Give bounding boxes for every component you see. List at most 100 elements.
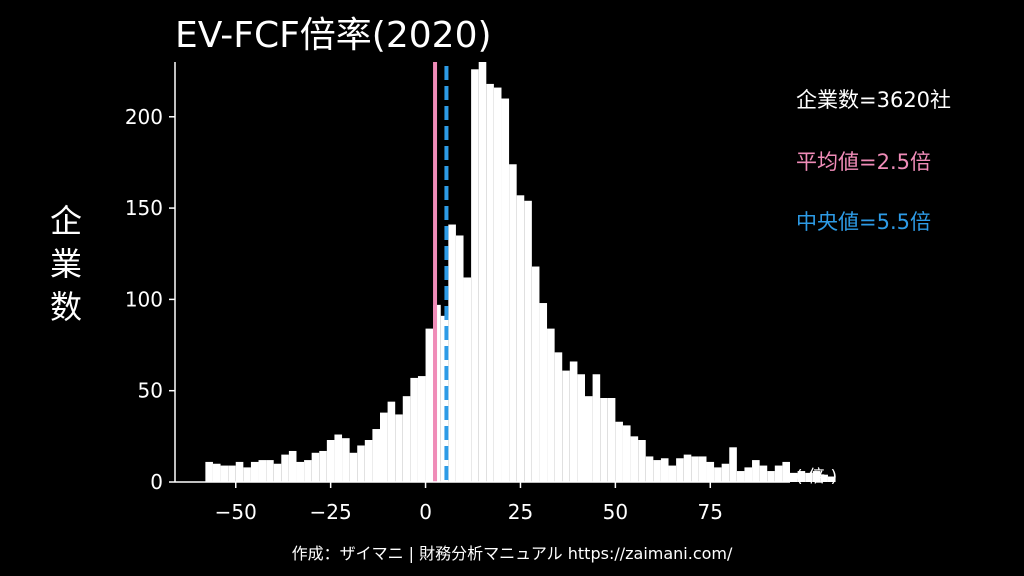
x-tick-label: −25 [310,500,352,524]
histogram-bar [387,401,396,482]
histogram-bar [364,440,373,482]
histogram-bar [744,467,753,482]
histogram-bar [752,460,760,482]
x-axis-unit-label: ( 倍 ) [796,467,838,487]
histogram-bar [501,98,510,483]
histogram-bar [228,465,236,482]
y-axis-label-char: 数 [49,288,82,326]
histogram-bar [417,376,426,482]
histogram-bar [395,414,403,482]
median-annotation: 中央値=5.5倍 [796,210,931,234]
histogram-bar [258,460,267,482]
count-annotation: 企業数=3620社 [796,88,952,112]
histogram-bar [767,471,775,482]
histogram-bar [698,456,707,482]
y-tick-label: 150 [125,196,163,220]
y-tick-label: 100 [125,287,163,311]
footer-credit: 作成：ザイマニ | 財務分析マニュアル https://zaimani.com/ [291,544,733,563]
histogram-bar [250,461,259,482]
histogram-bar [326,440,335,482]
histogram-bar [827,476,836,482]
histogram-bar [448,224,456,483]
histogram-bar [653,460,661,482]
histogram-bar [645,456,654,482]
histogram-bar [660,458,669,482]
x-tick-label: 50 [603,500,628,524]
histogram-bar [592,374,601,482]
histogram-bar [402,396,411,482]
x-tick-label: −50 [215,500,257,524]
chart-title: EV-FCF倍率(2020) [175,15,492,56]
histogram-bar [463,277,472,482]
histogram-bar [736,471,745,482]
y-axis-label-char: 業 [49,245,82,283]
histogram-bar [296,461,305,482]
histogram-bar [706,461,715,482]
histogram-bar [782,461,790,482]
histogram-bar [759,465,768,482]
histogram-bar [349,452,358,482]
histogram-bar [812,471,821,482]
histogram-bar [243,467,251,482]
histogram-bar [607,398,616,482]
histogram-bar [577,374,585,482]
histogram-bar [319,450,327,482]
histogram-bar [311,452,320,482]
histogram-bar [524,200,532,483]
histogram-bar [630,436,639,482]
histogram-bar [334,434,343,482]
histogram-bar [380,412,388,482]
histogram-bar [585,396,593,482]
histogram-bar [805,472,813,482]
histogram-bar [471,69,479,482]
x-tick-label: 0 [419,500,432,524]
histogram-bar [691,456,699,482]
histogram-bar [615,421,623,482]
histogram-bar [281,454,289,482]
y-axis-label: 企 業 数 [44,200,88,329]
histogram-bar [266,460,274,482]
x-tick-label: 75 [698,500,723,524]
histogram-bar [531,266,540,482]
histogram-bar [676,458,684,482]
histogram-bar [493,87,502,482]
histogram-bar [509,164,517,482]
histogram-bar [425,328,434,482]
histogram-bar [729,447,737,482]
histogram-bar [539,303,548,482]
x-tick-label: 25 [508,500,533,524]
histogram-bar [668,465,677,482]
histogram-bar [600,398,608,482]
histogram-bar [212,463,221,482]
y-tick-label: 0 [150,470,163,494]
histogram-bar [820,474,828,482]
histogram-bar [342,438,350,482]
histogram-bar [790,472,798,482]
histogram-bar [569,361,578,482]
histogram-bar [714,467,722,482]
histogram-bar [622,425,631,482]
histogram-bar [554,352,563,482]
histogram-bar [774,465,783,482]
mean-annotation: 平均値=2.5倍 [796,150,931,174]
histogram-bar [455,235,464,482]
histogram-bar [547,328,555,482]
histogram-bar [486,83,494,483]
histogram-bar [562,370,570,482]
histogram-bar [273,463,282,482]
histogram-bar [721,463,730,482]
histogram-bar [357,445,365,482]
histogram-bar [288,450,297,482]
histogram-bar [304,460,312,482]
histogram-bar [205,461,213,482]
histogram-bar [638,440,646,482]
y-tick-label: 50 [138,379,163,403]
histogram-bar [410,377,418,482]
y-axis-label-char: 企 [49,202,82,240]
histogram-bar [797,471,806,482]
histogram-bar [683,454,692,482]
histogram-bar [372,429,380,482]
histogram-bar [478,62,487,482]
histogram-bar [516,195,525,482]
